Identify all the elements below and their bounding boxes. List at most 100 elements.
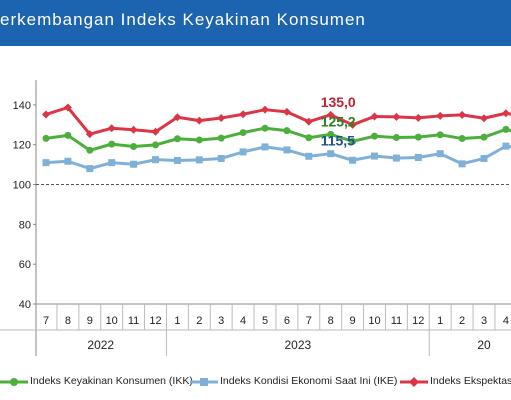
data-label-1: 125,2 (321, 113, 356, 129)
legend-label-ike: Indeks Kondisi Ekonomi Saat Ini (IKE) (220, 375, 398, 387)
data-point-circle (261, 124, 269, 132)
data-point-square (86, 165, 94, 173)
x-tick-label: 11 (391, 315, 402, 327)
data-point-diamond (480, 114, 488, 123)
data-point-diamond (129, 125, 138, 134)
data-point-square (239, 148, 247, 156)
data-label-0: 135,0 (321, 94, 356, 110)
data-point-circle (173, 135, 181, 143)
legend-swatch-iek (400, 377, 428, 387)
data-point-square (261, 143, 269, 151)
data-point-square (217, 154, 225, 162)
y-tick-label: 100 (13, 180, 31, 192)
data-point-square (327, 150, 335, 158)
chart-legend: Indeks Keyakinan Konsumen (IKK) Indeks K… (0, 372, 511, 394)
x-tick-label: 7 (43, 315, 49, 327)
data-point-circle (327, 130, 335, 138)
data-point-square (64, 157, 72, 165)
x-tick-label: 6 (284, 315, 290, 327)
data-point-square (130, 160, 138, 168)
x-tick-label: 5 (262, 315, 268, 327)
data-point-circle (108, 140, 116, 148)
x-tick-label: 9 (350, 315, 356, 327)
data-point-diamond (173, 113, 182, 122)
data-point-square (392, 154, 400, 162)
data-point-circle (480, 133, 488, 141)
x-tick-label: 8 (65, 315, 71, 327)
y-tick-label: 80 (19, 219, 31, 231)
series-line-2 (45, 144, 511, 171)
page-title: erkembangan Indeks Keyakinan Konsumen (0, 10, 366, 29)
data-point-diamond (151, 127, 160, 136)
x-tick-label: 9 (87, 315, 93, 327)
data-point-diamond (42, 110, 50, 119)
x-tick-label: 4 (503, 315, 509, 327)
data-point-diamond (195, 116, 204, 125)
x-tick-label: 7 (306, 315, 312, 327)
data-point-circle (152, 141, 159, 149)
data-point-square (349, 156, 357, 164)
data-point-diamond (261, 105, 269, 114)
data-point-circle (195, 136, 203, 144)
x-tick-label: 12 (149, 315, 161, 327)
data-point-circle (458, 135, 466, 143)
x-tick-label: 11 (128, 315, 139, 327)
data-point-circle (283, 127, 291, 135)
y-tick-label: 140 (13, 100, 31, 112)
data-point-diamond (436, 111, 445, 120)
x-tick-label: 4 (240, 315, 246, 327)
data-point-circle (64, 131, 72, 139)
data-point-circle (436, 131, 444, 139)
data-point-square (283, 146, 291, 154)
data-point-diamond (217, 114, 226, 123)
legend-swatch-ike (190, 378, 218, 386)
x-tick-label: 10 (368, 315, 380, 327)
data-point-square (195, 156, 203, 164)
x-tick-label: 10 (106, 315, 118, 327)
data-point-diamond (370, 112, 379, 121)
data-point-circle (239, 129, 247, 137)
data-point-circle (305, 134, 313, 142)
data-point-square (458, 160, 466, 168)
x-tick-label: 1 (174, 315, 180, 327)
x-tick-label: 12 (412, 315, 424, 327)
data-point-diamond (63, 103, 72, 112)
data-point-circle (42, 134, 50, 142)
data-point-circle (130, 143, 138, 151)
data-point-diamond (392, 112, 401, 121)
data-point-diamond (414, 113, 423, 122)
x-tick-label: 2 (459, 315, 465, 327)
data-point-square (108, 159, 116, 167)
data-point-circle (217, 134, 225, 142)
legend-swatch-ikk (0, 378, 28, 386)
x-tick-label: 8 (328, 315, 334, 327)
data-point-square (152, 156, 159, 164)
data-point-circle (392, 134, 400, 142)
x-tick-label: 3 (481, 315, 487, 327)
year-label: 20 (477, 338, 491, 352)
year-label: 2023 (284, 338, 311, 352)
data-point-diamond (501, 109, 510, 118)
data-point-circle (349, 137, 357, 145)
legend-label-ikk: Indeks Keyakinan Konsumen (IKK) (30, 375, 193, 387)
data-label-2: 115,5 (321, 133, 355, 149)
legend-label-iek: Indeks Ekspektasi (430, 375, 511, 387)
data-point-diamond (85, 130, 94, 139)
title-bar: erkembangan Indeks Keyakinan Konsumen (0, 0, 511, 46)
data-point-square (305, 152, 313, 160)
y-tick-label: 60 (19, 259, 31, 271)
data-point-diamond (458, 110, 467, 119)
data-point-square (42, 159, 50, 167)
data-point-diamond (282, 107, 291, 116)
year-label: 2022 (87, 338, 114, 352)
data-point-diamond (326, 110, 335, 119)
x-tick-label: 2 (196, 315, 202, 327)
data-point-square (173, 156, 181, 164)
data-point-circle (502, 125, 510, 133)
data-point-square (371, 152, 378, 160)
data-point-square (480, 154, 488, 162)
x-tick-label: 1 (437, 315, 443, 327)
data-point-circle (414, 133, 422, 141)
data-point-circle (86, 146, 94, 154)
